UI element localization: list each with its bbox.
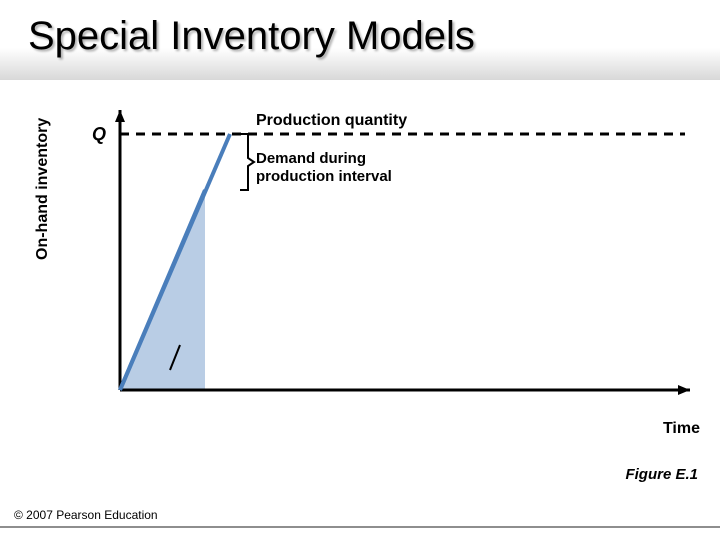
footer-divider bbox=[0, 526, 720, 528]
page-title: Special Inventory Models bbox=[28, 14, 475, 59]
copyright-text: © 2007 Pearson Education bbox=[14, 508, 158, 522]
x-axis-label: Time bbox=[663, 420, 700, 438]
figure-label: Figure E.1 bbox=[625, 466, 698, 483]
inventory-chart bbox=[70, 110, 690, 420]
y-axis-label: On-hand inventory bbox=[34, 118, 52, 260]
